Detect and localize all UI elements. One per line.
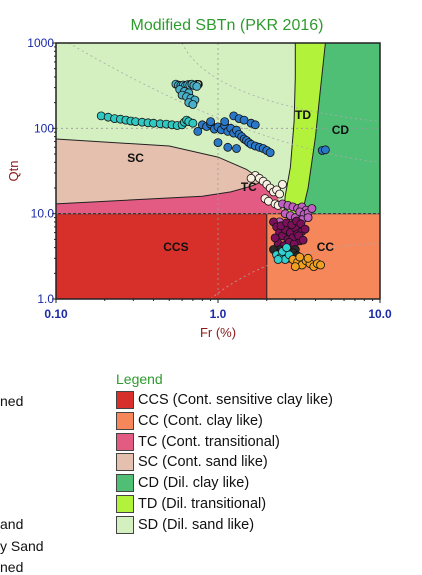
legend-swatch xyxy=(116,474,134,493)
zone-ccs xyxy=(56,213,267,299)
point-s5-24 xyxy=(300,224,310,234)
zone-td xyxy=(283,43,326,214)
point-s7-6 xyxy=(282,243,292,253)
guide-curve-3 xyxy=(210,242,380,299)
x-axis-label: Fr (%) xyxy=(200,325,236,340)
point-s2-32 xyxy=(320,145,330,155)
guide-curve-2 xyxy=(68,43,380,163)
y-tick-label: 10.0 xyxy=(31,207,55,221)
y-axis-label: Qtn xyxy=(6,161,21,182)
legend-swatch xyxy=(116,495,134,513)
x-tick-label: 1.0 xyxy=(210,307,227,321)
point-s2-33 xyxy=(206,117,216,126)
point-s2-29 xyxy=(223,142,233,152)
point-s2-28 xyxy=(213,138,223,148)
legend-label: SC (Cont. sand like) xyxy=(138,454,268,471)
clipped-text-1: ned xyxy=(0,393,24,409)
point-s8-8 xyxy=(303,253,313,263)
legend-label: SD (Dil. sand like) xyxy=(138,516,255,533)
legend-label: CCS (Cont. sensitive clay like) xyxy=(138,392,333,408)
point-s8-7 xyxy=(295,252,305,262)
point-s4-17 xyxy=(307,204,317,213)
point-s3-7 xyxy=(275,189,285,199)
point-s2-21 xyxy=(265,148,275,158)
legend-label: TD (Dil. transitional) xyxy=(138,496,267,512)
data-points xyxy=(96,79,330,272)
clipped-text-4: ned xyxy=(0,559,24,575)
legend-item: TC (Cont. transitional) xyxy=(116,432,280,452)
legend-item: TD (Dil. transitional) xyxy=(116,494,266,514)
zone-label-sc: SC xyxy=(127,151,144,165)
point-s3-13 xyxy=(278,179,287,189)
zone-tc xyxy=(56,181,284,214)
legend-label: TC (Cont. transitional) xyxy=(138,433,280,450)
y-tick-label: 1000 xyxy=(27,36,54,50)
legend-item: CD (Dil. clay like) xyxy=(116,473,249,493)
y-tick-label: 100 xyxy=(34,121,54,135)
zone-label-cd: CD xyxy=(332,123,350,137)
boundary-td-right xyxy=(301,43,326,214)
boundary-tc-top xyxy=(56,180,264,205)
legend-title: Legend xyxy=(116,371,163,387)
point-s1-9 xyxy=(192,82,202,91)
point-s2-30 xyxy=(232,144,241,153)
clipped-text-2: and xyxy=(0,516,24,532)
point-s1-18 xyxy=(188,100,198,109)
point-s2-34 xyxy=(193,126,203,136)
legend-swatch xyxy=(116,432,134,451)
legend-label: CC (Cont. clay like) xyxy=(138,412,263,429)
x-tick-label: 0.10 xyxy=(44,307,68,321)
legend-swatch xyxy=(116,453,134,472)
point-s8-10 xyxy=(290,262,300,272)
point-s0-18 xyxy=(188,118,198,128)
point-s3-12 xyxy=(246,173,256,183)
legend-item: CC (Cont. clay like) xyxy=(116,411,263,431)
point-s4-16 xyxy=(303,213,313,223)
point-s7-3 xyxy=(273,255,283,264)
legend-swatch xyxy=(116,515,134,534)
zone-label-cc: CC xyxy=(317,240,335,254)
zones xyxy=(56,43,380,299)
clipped-text-3: y Sand xyxy=(0,538,44,554)
zone-label-td: TD xyxy=(295,108,311,122)
zone-label-ccs: CCS xyxy=(163,240,188,254)
legend-swatch xyxy=(116,411,134,430)
legend-item: SD (Dil. sand like) xyxy=(116,515,254,535)
point-s8-9 xyxy=(316,260,326,270)
point-s5-18 xyxy=(270,233,280,243)
legend-swatch xyxy=(116,391,134,409)
point-s5-17 xyxy=(298,235,308,245)
legend-item: CCS (Cont. sensitive clay like) xyxy=(116,390,333,410)
point-s2-25 xyxy=(220,117,230,126)
zone-label-tc: TC xyxy=(241,180,257,194)
sbtn-chart: Modified SBTn (PKR 2016) SDTDCDSCTCCCSCC… xyxy=(6,17,392,340)
x-tick-label: 10.0 xyxy=(368,307,392,321)
legend-label: CD (Dil. clay like) xyxy=(138,475,250,492)
legend-item: SC (Cont. sand like) xyxy=(116,452,268,472)
point-s2-27 xyxy=(250,120,260,130)
chart-title: Modified SBTn (PKR 2016) xyxy=(131,17,324,34)
y-tick-label: 1.0 xyxy=(37,292,54,306)
